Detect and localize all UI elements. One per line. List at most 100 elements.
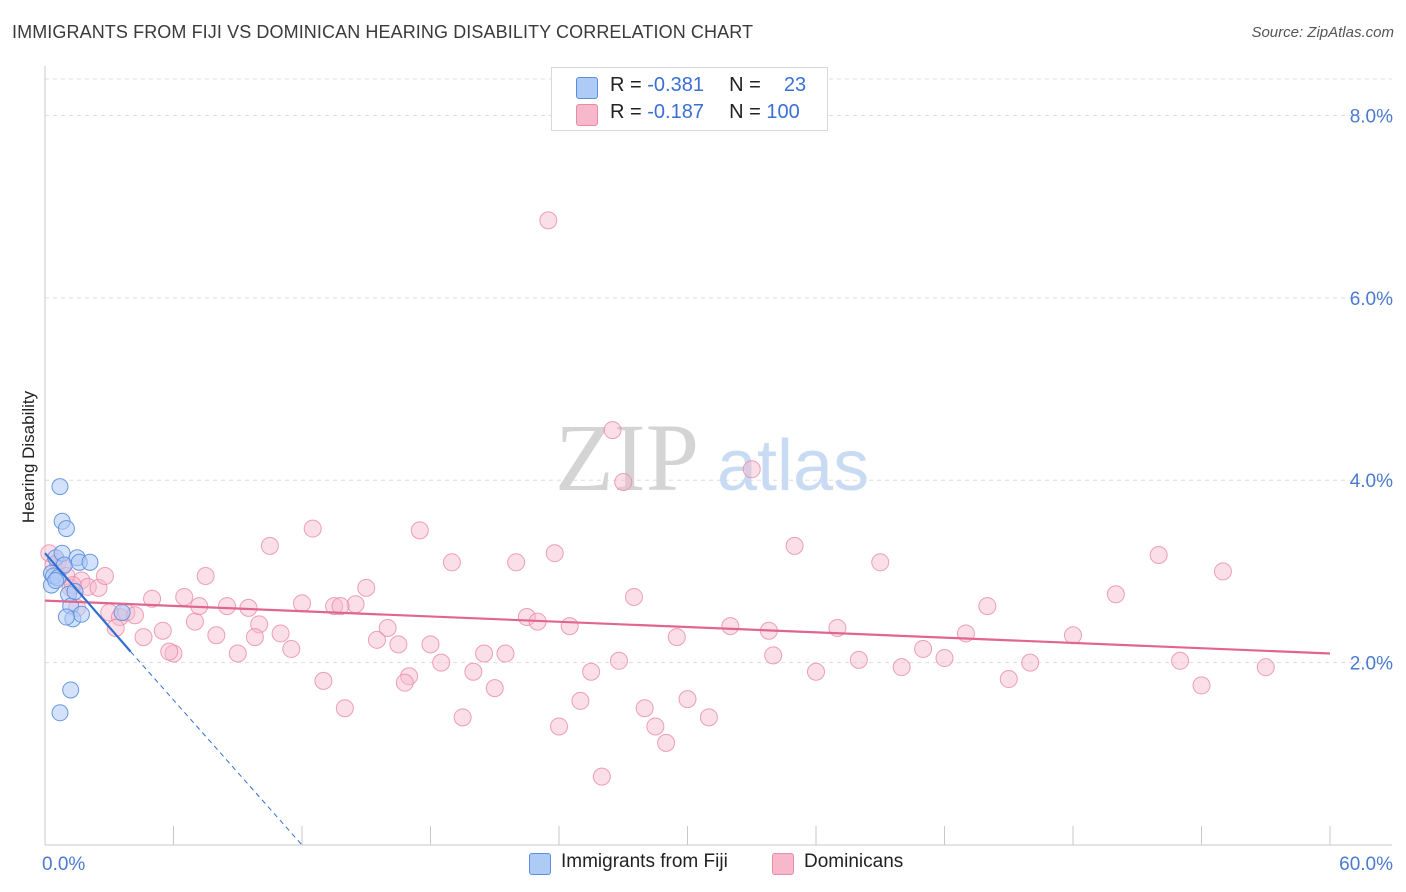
- dominicans-point: [699, 708, 718, 727]
- dominicans-point: [560, 617, 579, 636]
- dominicans-point: [550, 717, 568, 736]
- dominicans-point: [571, 691, 590, 710]
- dominicans-trend-line: [44, 599, 1331, 655]
- dominicans-point: [185, 612, 204, 631]
- y-tick-label: 8.0%: [1350, 106, 1393, 127]
- dominicans-point: [539, 211, 558, 230]
- dominicans-point: [635, 699, 654, 718]
- dominicans-point: [603, 421, 622, 440]
- fiji-swatch: [529, 853, 551, 875]
- dominicans-point: [849, 650, 868, 669]
- dominicans-point: [245, 628, 264, 647]
- dominicans-point: [228, 644, 247, 663]
- dominicans-point: [378, 618, 397, 637]
- dominicans-swatch: [576, 104, 598, 126]
- dominicans-point: [89, 578, 108, 597]
- dominicans-point: [106, 618, 125, 637]
- dominicans-point: [395, 673, 414, 692]
- dominicans-point: [892, 658, 911, 677]
- dominicans-point: [346, 595, 365, 614]
- dominicans-point: [153, 621, 172, 640]
- dominicans-point: [1192, 676, 1211, 695]
- fiji-point: [66, 582, 84, 600]
- dominicans-point: [196, 566, 215, 585]
- dominicans-point: [764, 646, 783, 665]
- legend-n-value: 23: [783, 74, 807, 96]
- axes: [44, 66, 1392, 846]
- dominicans-point: [410, 521, 429, 540]
- dominicans-point: [143, 589, 162, 608]
- source-label: Source: ZipAtlas.com: [1251, 24, 1394, 41]
- dominicans-point: [303, 519, 322, 538]
- fiji-points: [42, 478, 131, 722]
- grid-lines: [45, 78, 1392, 664]
- fiji-point: [72, 605, 90, 623]
- dominicans-point: [331, 597, 350, 616]
- dominicans-point: [282, 639, 301, 658]
- trend-lines: [44, 552, 1331, 846]
- dominicans-point: [432, 653, 451, 672]
- fiji-point: [57, 520, 75, 538]
- watermark-atlas: atlas: [717, 426, 869, 506]
- dominicans-point: [453, 708, 472, 727]
- dominicans-point: [614, 473, 633, 492]
- dominicans-point: [742, 460, 761, 479]
- y-axis-title: Hearing Disability: [19, 390, 38, 523]
- dominicans-point: [134, 628, 153, 647]
- dominicans-point: [914, 639, 933, 658]
- dominicans-point: [1021, 653, 1040, 672]
- dominicans-point: [545, 544, 564, 563]
- dominicans-point: [175, 587, 194, 606]
- dominicans-point: [646, 717, 665, 736]
- fiji-point: [113, 603, 131, 621]
- chart-title: IMMIGRANTS FROM FIJI VS DOMINICAN HEARIN…: [12, 22, 754, 42]
- legend-r-value: -0.381: [647, 74, 704, 96]
- fiji-point: [57, 608, 75, 626]
- y-tick-label: 2.0%: [1350, 654, 1393, 675]
- dominicans-point: [485, 679, 504, 698]
- y-tick-label: 4.0%: [1350, 471, 1393, 492]
- legend-n-label: N =: [729, 101, 761, 123]
- dominicans-point: [367, 630, 386, 649]
- x-tick-label: 0.0%: [42, 854, 85, 875]
- legend-r-label: R =: [610, 74, 642, 96]
- dominicans-point: [1149, 546, 1168, 565]
- dominicans-point: [95, 566, 114, 585]
- legend-r-label: R =: [610, 101, 642, 123]
- fiji-point: [51, 478, 69, 496]
- stats-legend: R = -0.381 N = 23 R = -0.187 N = 100: [551, 67, 828, 131]
- dominicans-point: [207, 626, 226, 645]
- dominicans-point: [657, 733, 676, 752]
- dominicans-point: [978, 597, 997, 616]
- dominicans-point: [507, 553, 526, 572]
- dominicans-point: [678, 690, 697, 709]
- dominicans-point: [314, 671, 333, 690]
- dominicans-point: [271, 624, 290, 643]
- dominicans-point: [935, 649, 954, 668]
- dominicans-point: [335, 699, 354, 718]
- dominicans-point: [293, 594, 311, 613]
- dominicans-point: [785, 536, 804, 555]
- x-tick-label: 60.0%: [1339, 854, 1393, 875]
- watermark-zip: ZIP: [555, 404, 699, 511]
- dominicans-point: [999, 670, 1018, 689]
- dominicans-point: [807, 662, 825, 681]
- dominicans-point: [592, 767, 611, 786]
- legend-label: Dominicans: [804, 851, 904, 872]
- dominicans-point: [442, 553, 461, 572]
- dominicans-point: [624, 587, 643, 606]
- legend-n-value: 100: [766, 101, 800, 123]
- dominicans-point: [721, 617, 740, 636]
- fiji-trend-line: [44, 552, 132, 653]
- dominicans-point: [1106, 585, 1125, 604]
- dominicans-point: [475, 644, 494, 663]
- legend-label: Immigrants from Fiji: [561, 851, 728, 872]
- legend-r-value: -0.187: [647, 101, 704, 123]
- dominicans-point: [582, 662, 601, 681]
- dominicans-point: [1256, 658, 1275, 677]
- dominicans-point: [1213, 562, 1232, 581]
- dominicans-point: [1171, 651, 1190, 670]
- fiji-trend-extension: [130, 651, 303, 846]
- dominicans-point: [218, 597, 237, 616]
